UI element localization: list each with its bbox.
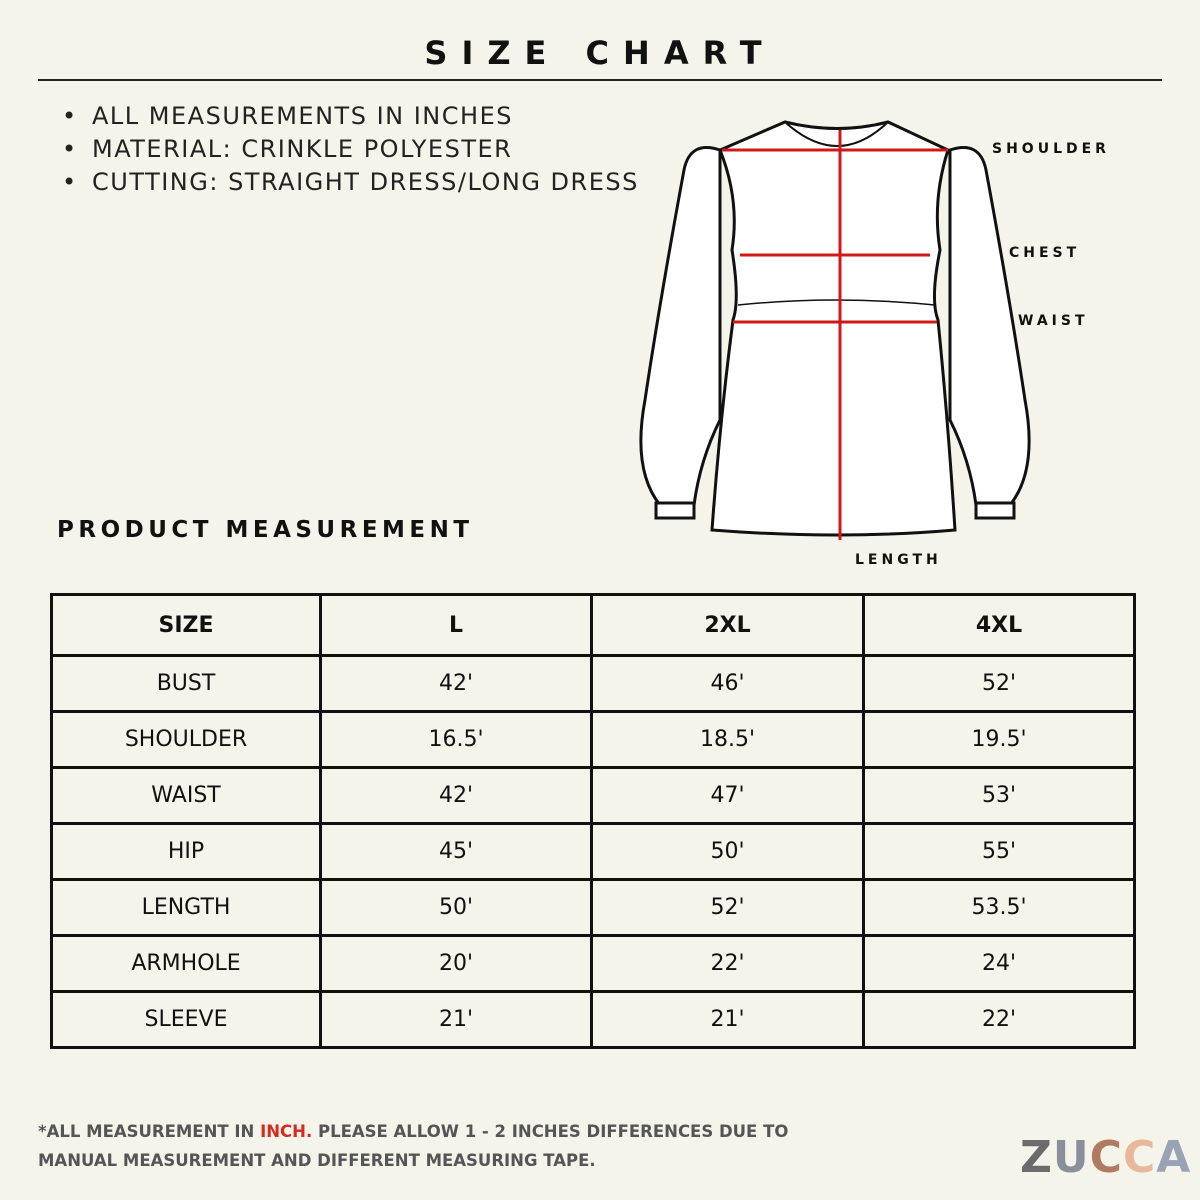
table-row: BUST 42' 46' 52' [50, 654, 1136, 713]
table-cell: 19.5' [862, 710, 1136, 769]
table-cell: 46' [590, 654, 865, 713]
table-cell: LENGTH [50, 878, 322, 937]
title: SIZE CHART [424, 34, 776, 72]
table-cell: 18.5' [590, 710, 865, 769]
table-row: WAIST 42' 47' 53' [50, 766, 1136, 825]
table-cell: 4XL [862, 593, 1136, 657]
table-cell: 45' [319, 822, 593, 881]
table-cell: 55' [862, 822, 1136, 881]
table-cell: 20' [319, 934, 593, 993]
table-row: SIZE L 2XL 4XL [50, 593, 1136, 657]
table-cell: 52' [862, 654, 1136, 713]
logo-letter: Z [1020, 1132, 1053, 1183]
table-cell: 53' [862, 766, 1136, 825]
table-cell: SLEEVE [50, 990, 322, 1049]
table-cell: 22' [862, 990, 1136, 1049]
table-cell: 42' [319, 654, 593, 713]
garment-diagram: SHOULDER CHEST WAIST LENGTH [639, 120, 1110, 568]
section-title: PRODUCT MEASUREMENT [57, 517, 474, 543]
footer-text: PLEASE ALLOW 1 - 2 INCHES DIFFERENCES DU… [38, 1122, 789, 1170]
note: ALL MEASUREMENTS IN INCHES [62, 100, 639, 133]
table-cell: 22' [590, 934, 865, 993]
diagram-label: SHOULDER [992, 141, 1110, 157]
table-cell: 52' [590, 878, 865, 937]
table-cell: 21' [319, 990, 593, 1049]
table-row: HIP 45' 50' 55' [50, 822, 1136, 881]
footer-note: *ALL MEASUREMENT IN INCH. PLEASE ALLOW 1… [38, 1117, 858, 1175]
table-cell: 53.5' [862, 878, 1136, 937]
table-row: LENGTH 50' 52' 53.5' [50, 878, 1136, 937]
note: MATERIAL: CRINKLE POLYESTER [62, 133, 639, 166]
logo: ZUCCA [1020, 1132, 1191, 1183]
note: CUTTING: STRAIGHT DRESS/LONG DRESS [62, 166, 639, 199]
table-cell: HIP [50, 822, 322, 881]
table-cell: 16.5' [319, 710, 593, 769]
logo-letter: C [1122, 1132, 1157, 1183]
table-row: SHOULDER 16.5' 18.5' 19.5' [50, 710, 1136, 769]
table-cell: SIZE [50, 593, 322, 657]
notes: ALL MEASUREMENTS IN INCHES MATERIAL: CRI… [62, 100, 639, 199]
diagram-label: WAIST [1018, 313, 1089, 329]
table-cell: 42' [319, 766, 593, 825]
logo-letter: C [1089, 1132, 1123, 1183]
diagram-label: CHEST [1009, 245, 1080, 261]
garment-outline [639, 120, 1031, 537]
table-cell: 47' [590, 766, 865, 825]
table-cell: L [319, 593, 593, 657]
table-cell: 2XL [590, 593, 865, 657]
table-cell: 24' [862, 934, 1136, 993]
table-cell: SHOULDER [50, 710, 322, 769]
table-cell: WAIST [50, 766, 322, 825]
size-table: SIZE L 2XL 4XL BUST 42' 46' 52' SHOULDER 16.5' 18.… [50, 593, 1136, 1049]
table-cell: 21' [590, 990, 865, 1049]
table-row: ARMHOLE 20' 22' 24' [50, 934, 1136, 993]
table-cell: 50' [319, 878, 593, 937]
measure-lines [722, 130, 948, 540]
footer-highlight: INCH. [260, 1122, 313, 1141]
table-cell: 50' [590, 822, 865, 881]
logo-letter: U [1052, 1132, 1090, 1183]
table-cell: BUST [50, 654, 322, 713]
table-cell: ARMHOLE [50, 934, 322, 993]
table-row: SLEEVE 21' 21' 22' [50, 990, 1136, 1049]
diagram-label: LENGTH [855, 552, 942, 568]
logo-letter: A [1156, 1132, 1192, 1183]
divider [38, 79, 1162, 81]
footer-text: *ALL MEASUREMENT IN [38, 1122, 261, 1141]
